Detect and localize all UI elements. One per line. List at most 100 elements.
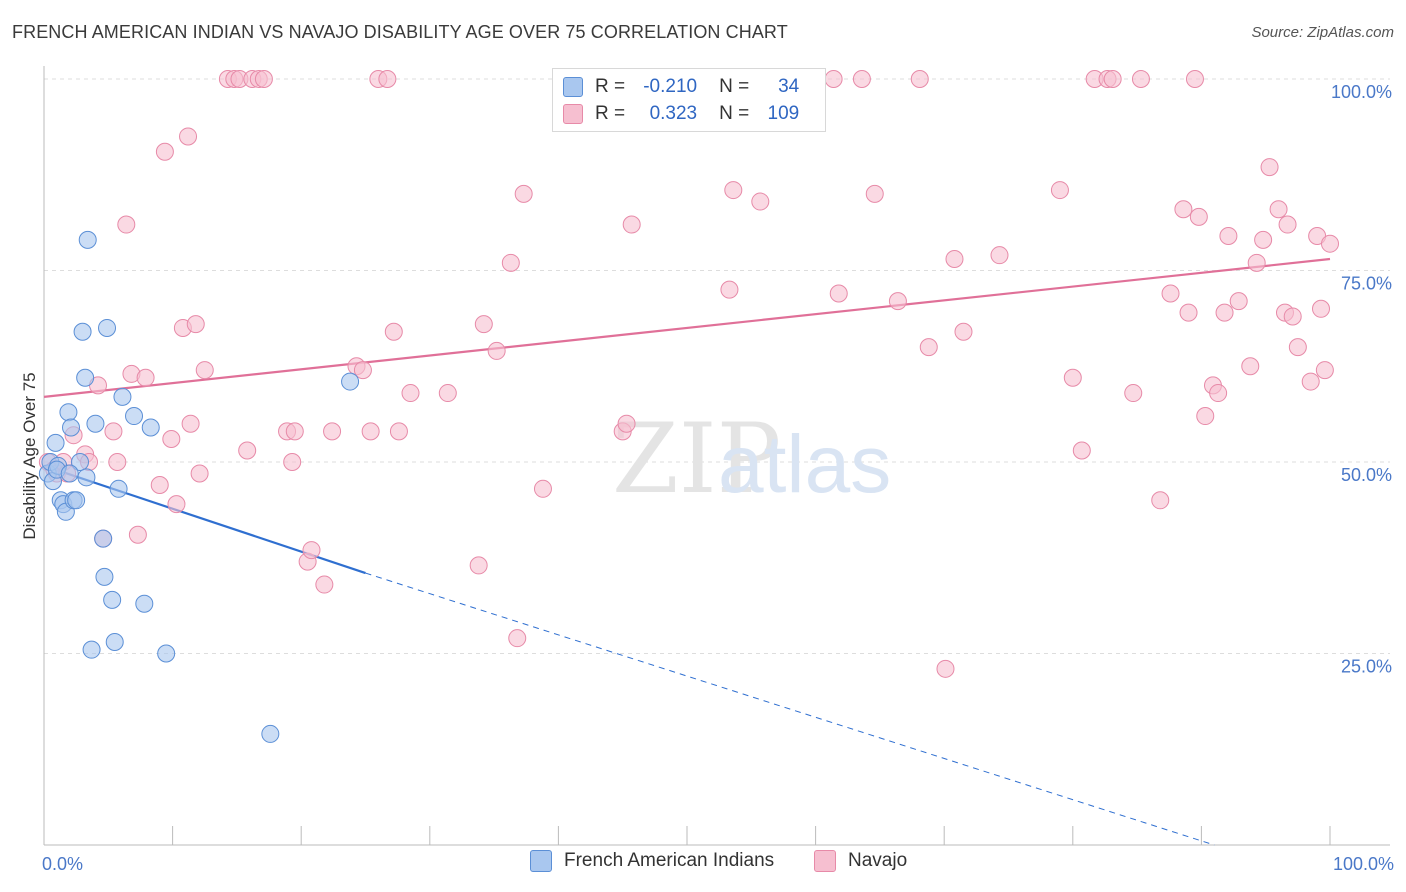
point-navajo	[1185, 70, 1204, 88]
point-navajo	[323, 422, 342, 441]
legend-swatch-pink	[563, 104, 583, 124]
point-navajo	[361, 422, 380, 441]
point-french-american-indians	[105, 633, 124, 652]
point-navajo	[910, 70, 929, 88]
point-navajo	[353, 361, 372, 380]
point-navajo	[474, 315, 493, 334]
point-french-american-indians	[103, 590, 122, 609]
y-tick-label: 75.0%	[1341, 274, 1392, 294]
point-french-american-indians	[261, 724, 280, 743]
y-tick-label: 100.0%	[1331, 82, 1392, 102]
point-navajo	[1247, 253, 1266, 272]
legend-n-value: 109	[767, 103, 800, 124]
point-french-american-indians	[135, 594, 154, 613]
legend-r-label: R =	[595, 76, 626, 97]
point-french-american-indians	[98, 318, 117, 337]
point-navajo	[254, 70, 273, 88]
point-french-american-indians	[71, 453, 90, 471]
watermark: ZIP atlas	[612, 403, 891, 515]
point-navajo	[724, 181, 743, 200]
point-french-american-indians	[77, 468, 96, 487]
point-navajo	[389, 422, 408, 441]
legend-series-name: French American Indians	[564, 850, 775, 871]
legend-row-pink: R = 0.323 N = 109	[563, 101, 799, 127]
point-navajo	[1229, 292, 1248, 311]
point-navajo	[990, 246, 1009, 265]
point-french-american-indians	[94, 529, 113, 548]
series-legend: French American Indians Navajo	[0, 850, 1406, 880]
point-navajo	[1050, 181, 1069, 200]
point-navajo	[1301, 372, 1320, 391]
point-navajo	[190, 464, 209, 483]
point-navajo	[1131, 70, 1150, 88]
point-navajo	[533, 479, 552, 498]
point-navajo	[1072, 441, 1091, 460]
point-navajo	[617, 414, 636, 433]
point-navajo	[487, 341, 506, 360]
point-navajo	[117, 215, 136, 234]
point-navajo	[179, 127, 198, 146]
point-navajo	[514, 184, 533, 203]
legend-r-value: -0.210	[643, 76, 698, 97]
point-navajo	[824, 70, 843, 88]
point-navajo	[181, 414, 200, 433]
chart-title: FRENCH AMERICAN INDIAN VS NAVAJO DISABIL…	[12, 22, 788, 42]
point-navajo	[622, 215, 641, 234]
point-french-american-indians	[62, 418, 81, 437]
point-navajo	[1103, 70, 1122, 88]
point-navajo	[155, 142, 174, 161]
point-navajo	[1288, 338, 1307, 357]
point-navajo	[285, 422, 304, 441]
point-navajo	[1215, 303, 1234, 322]
trend-lines	[43, 257, 1331, 846]
stats-legend: R = -0.210 N = 34 R = 0.323 N = 109	[552, 68, 826, 132]
legend-n-label: N =	[719, 103, 750, 124]
point-navajo	[1209, 384, 1228, 403]
point-navajo	[852, 70, 871, 88]
point-navajo	[1311, 299, 1330, 318]
point-french-american-indians	[76, 368, 95, 387]
point-navajo	[501, 253, 520, 272]
point-navajo	[315, 575, 334, 594]
point-navajo	[1241, 357, 1260, 376]
point-navajo	[1269, 200, 1288, 219]
point-navajo	[1151, 491, 1170, 510]
point-french-american-indians	[141, 418, 160, 437]
point-navajo	[136, 368, 155, 387]
point-french-american-indians	[113, 387, 132, 406]
point-navajo	[1283, 307, 1302, 326]
point-navajo	[401, 384, 420, 403]
trend-line-pink	[43, 257, 1331, 398]
point-navajo	[162, 430, 181, 449]
watermark-atlas: atlas	[718, 419, 891, 510]
legend-series-name: Navajo	[848, 850, 908, 871]
point-navajo	[167, 495, 186, 514]
grid-lines	[44, 78, 1390, 654]
point-french-american-indians	[46, 433, 65, 452]
point-navajo	[936, 659, 955, 678]
legend-swatch-blue	[563, 77, 583, 97]
point-navajo	[954, 322, 973, 341]
point-french-american-indians	[82, 640, 101, 659]
point-navajo	[1260, 158, 1279, 177]
point-navajo	[1254, 230, 1273, 249]
point-navajo	[378, 70, 397, 88]
legend-n-label: N =	[719, 76, 750, 97]
point-french-american-indians	[95, 567, 114, 586]
point-navajo	[919, 338, 938, 357]
point-french-american-indians	[67, 491, 86, 510]
y-tick-label: 50.0%	[1341, 465, 1392, 485]
point-navajo	[945, 250, 964, 269]
point-navajo	[1189, 207, 1208, 226]
point-navajo	[108, 453, 127, 471]
point-navajo	[150, 475, 169, 494]
point-navajo	[186, 315, 205, 334]
source-label: Source: ZipAtlas.com	[1251, 24, 1394, 41]
point-french-american-indians	[341, 372, 360, 391]
point-navajo	[104, 422, 123, 441]
point-navajo	[888, 292, 907, 311]
point-french-american-indians	[125, 407, 144, 426]
legend-r-value: 0.323	[649, 103, 698, 124]
point-navajo	[865, 184, 884, 203]
